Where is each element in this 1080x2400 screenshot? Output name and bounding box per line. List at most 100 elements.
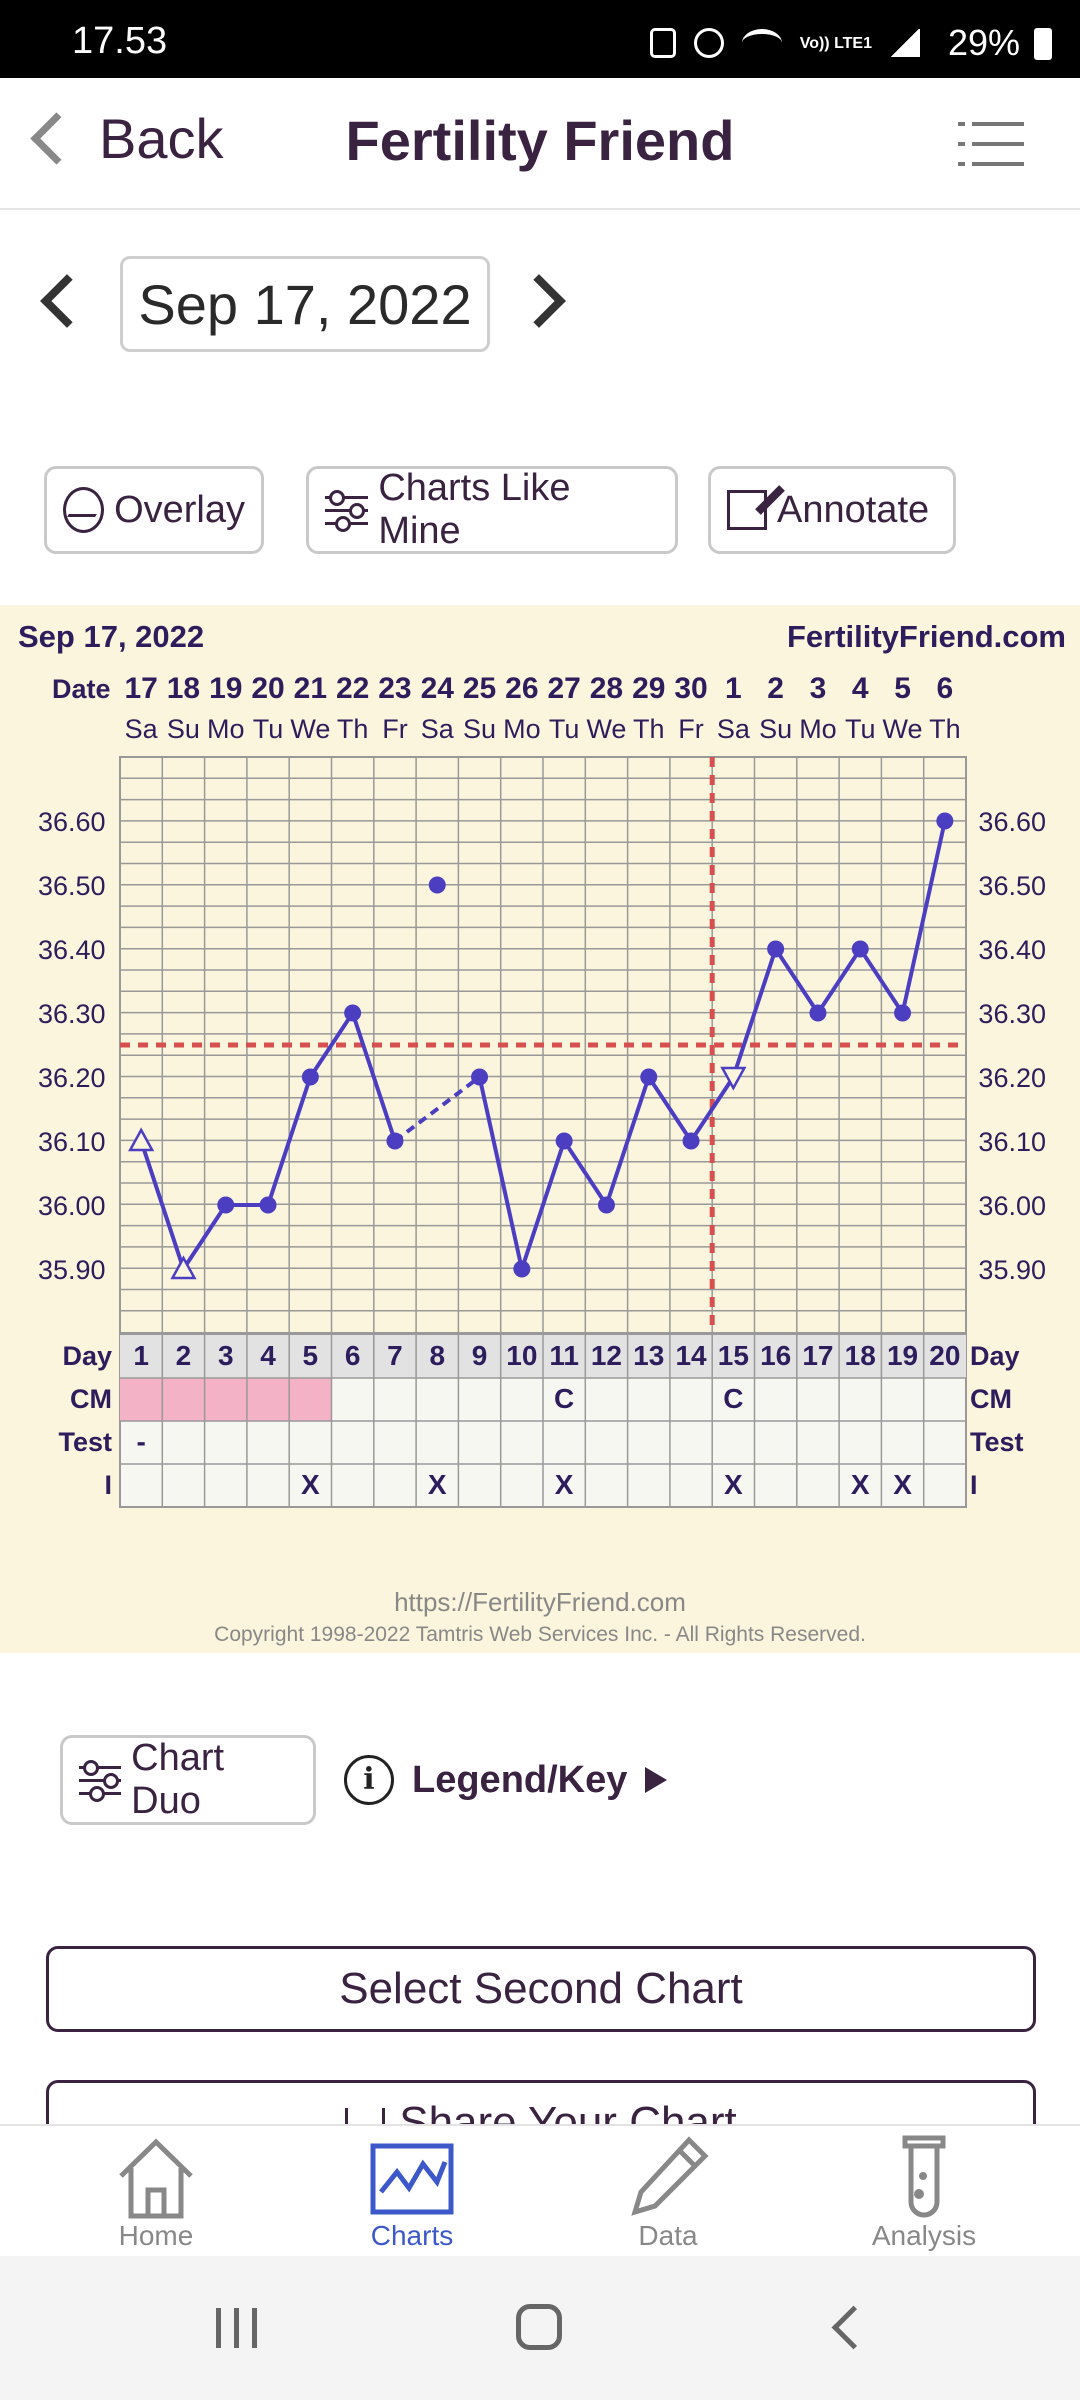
table-row-label-left: Test	[58, 1427, 112, 1457]
app-title: Fertility Friend	[345, 109, 735, 172]
system-back-icon[interactable]	[831, 2305, 876, 2350]
y-tick-right: 36.40	[978, 935, 1046, 965]
temperature-line	[519, 1140, 567, 1270]
table-cell: 9	[472, 1340, 488, 1371]
temperature-point	[936, 812, 954, 830]
previous-date-button[interactable]	[40, 274, 94, 328]
table-cell: 13	[633, 1340, 664, 1371]
home-button-icon[interactable]	[516, 2304, 562, 2350]
date-label: 28	[590, 672, 623, 705]
next-date-button[interactable]	[512, 274, 566, 328]
nav-data-label: Data	[638, 2220, 698, 2251]
menu-icon[interactable]	[958, 122, 1024, 166]
table-cell: C	[723, 1383, 743, 1414]
table-cell: X	[851, 1469, 870, 1500]
temperature-line-dashed	[393, 1075, 481, 1143]
charts-like-mine-button[interactable]: Charts Like Mine	[306, 466, 678, 554]
y-tick-right: 36.00	[978, 1191, 1046, 1221]
overlay-button[interactable]: Overlay	[44, 466, 264, 554]
legend-key-link[interactable]: i Legend/Key	[344, 1755, 668, 1805]
table-cell: X	[555, 1469, 574, 1500]
bbt-chart[interactable]: Sep 17, 2022 FertilityFriend.com Date ht…	[0, 605, 1080, 1653]
temperature-point	[597, 1196, 615, 1214]
temperature-line	[773, 947, 820, 1015]
table-row-label-right: Test	[970, 1427, 1024, 1457]
status-time: 17.53	[72, 20, 168, 62]
temperature-point-open	[720, 1066, 747, 1091]
table-cell: 19	[887, 1340, 918, 1371]
period-cell	[246, 1378, 290, 1421]
recents-icon[interactable]	[216, 2308, 260, 2348]
date-label: 27	[547, 672, 580, 705]
table-row-label-left: Day	[62, 1341, 112, 1371]
temperature-line	[689, 1075, 736, 1143]
battery-percent: 29%	[947, 22, 1020, 63]
app-header: Back Fertility Friend	[0, 78, 1080, 210]
temperature-line	[647, 1075, 693, 1143]
nav-analysis[interactable]: Analysis	[824, 2126, 1024, 2258]
weekday-label: Su	[463, 714, 496, 744]
y-tick-left: 36.60	[38, 807, 106, 837]
date-label: 1	[725, 672, 742, 705]
weekday-label: Fr	[382, 714, 407, 744]
table-cell: C	[554, 1383, 574, 1414]
status-icons: Vo)) LTE1	[649, 26, 920, 60]
temperature-point	[555, 1132, 573, 1150]
table-cell: X	[301, 1469, 320, 1500]
table-row-label-right: Day	[970, 1341, 1020, 1371]
table-cell: 15	[718, 1340, 749, 1371]
play-triangle-icon	[645, 1767, 668, 1793]
table-cell: 5	[303, 1340, 319, 1371]
date-label: 4	[852, 672, 869, 705]
back-button[interactable]: Back	[22, 106, 224, 171]
temperature-point	[471, 1068, 489, 1086]
date-label: 29	[632, 672, 665, 705]
nav-analysis-label: Analysis	[871, 2220, 977, 2251]
temperature-point	[851, 940, 869, 958]
weekday-label: Th	[337, 714, 369, 744]
share-chart-clip: Share Your Chart	[0, 2040, 1080, 2126]
temperature-point	[809, 1004, 827, 1022]
share-chart-button[interactable]: Share Your Chart	[46, 2080, 1036, 2126]
table-cell: 17	[802, 1340, 833, 1371]
date-label: 18	[167, 672, 200, 705]
y-tick-right: 36.50	[978, 871, 1046, 901]
weekday-label: We	[586, 714, 626, 744]
system-nav-bar	[0, 2256, 1080, 2400]
date-label: 30	[674, 672, 707, 705]
table-cell: 7	[387, 1340, 403, 1371]
temperature-line	[604, 1076, 651, 1206]
table-cell: 10	[506, 1340, 537, 1371]
overlay-icon	[63, 487, 105, 533]
chart-icon	[370, 2143, 454, 2215]
sliders-icon	[79, 1760, 122, 1802]
table-cell: 18	[845, 1340, 876, 1371]
wifi-icon	[741, 29, 782, 57]
table-row-label-right: CM	[970, 1384, 1012, 1414]
table-row-label-left: CM	[70, 1384, 112, 1414]
y-tick-left: 35.90	[38, 1255, 106, 1285]
battery-icon	[1034, 28, 1052, 60]
annotate-button[interactable]: Annotate	[708, 466, 956, 554]
date-picker[interactable]: Sep 17, 2022	[120, 256, 490, 352]
nav-home-label: Home	[118, 2220, 194, 2251]
y-tick-right: 35.90	[978, 1255, 1046, 1285]
select-second-chart-button[interactable]: Select Second Chart	[46, 1946, 1036, 2032]
temperature-line	[181, 1203, 228, 1271]
temperature-point	[217, 1196, 235, 1214]
nav-data[interactable]: Data	[568, 2126, 768, 2258]
temperature-line	[731, 948, 778, 1078]
table-row-label-left: I	[104, 1470, 112, 1500]
sliders-icon	[325, 490, 369, 532]
table-cell: 1	[133, 1340, 149, 1371]
chart-footer-copyright: Copyright 1998-2022 Tamtris Web Services…	[214, 1623, 866, 1646]
charts-like-mine-label: Charts Like Mine	[378, 467, 571, 552]
notification-icon	[649, 28, 676, 58]
chart-duo-button[interactable]: Chart Duo	[60, 1735, 316, 1825]
date-label: 19	[209, 672, 242, 705]
y-tick-right: 36.10	[978, 1127, 1046, 1157]
nav-charts[interactable]: Charts	[312, 2126, 512, 2258]
nav-home[interactable]: Home	[56, 2126, 256, 2258]
chart-footer-url: https://FertilityFriend.com	[394, 1587, 686, 1617]
y-tick-left: 36.50	[38, 871, 106, 901]
